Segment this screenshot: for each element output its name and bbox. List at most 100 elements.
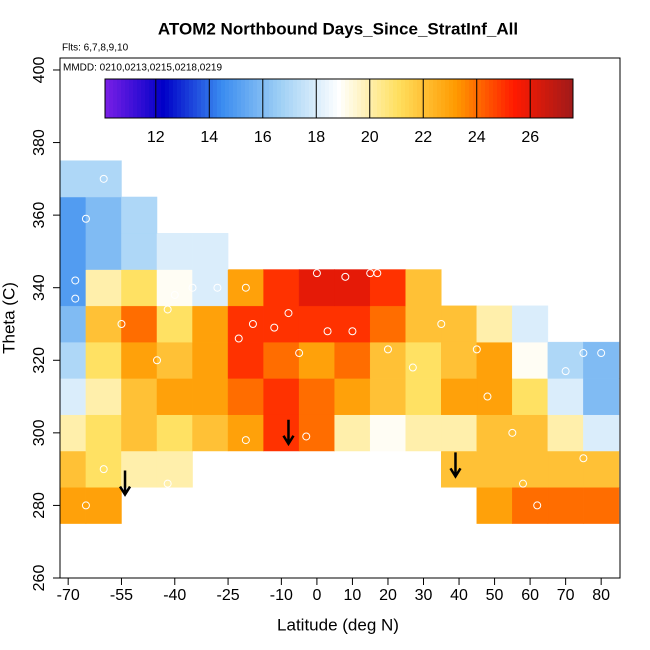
heat-cell [334,269,371,307]
colorbar-swatch [189,79,194,118]
heat-cell [192,305,229,343]
heat-cell [583,414,620,452]
colorbar-swatch [277,79,282,118]
colorbar-swatch [317,79,322,118]
colorbar-swatch [245,79,250,118]
colorbar-swatch [345,79,350,118]
heat-cell [121,450,158,488]
x-tick-label: 10 [344,587,362,604]
colorbar-swatch [109,79,114,118]
colorbar-swatch [217,79,222,118]
colorbar-swatch [229,79,234,118]
heat-cell [334,305,371,343]
colorbar-swatch [377,79,382,118]
colorbar-swatch [309,79,314,118]
obs-point [323,327,332,336]
colorbar-swatch [349,79,354,118]
colorbar-swatch [485,79,490,118]
heat-cell [59,450,87,488]
obs-point [128,174,137,183]
colorbar-swatch [513,79,518,118]
heat-cell [369,305,406,343]
colorbar-swatch [361,79,366,118]
obs-point [234,334,243,343]
heat-cell [263,378,300,415]
colorbar-swatch [433,79,438,118]
colorbar-swatch [337,79,342,118]
heat-cell [85,414,122,452]
colorbar-swatch [453,79,458,118]
x-tick-label: 20 [379,587,397,604]
colorbar-swatch [145,79,150,118]
heat-cell [512,414,549,452]
heat-cell [156,450,193,488]
heat-cell [263,341,300,379]
heat-cell [583,450,620,488]
colorbar-swatch [481,79,486,118]
obs-point [518,479,527,488]
colorbar-swatch [301,79,306,118]
heat-cell [441,414,478,452]
obs-point [437,319,446,328]
heat-cell [192,378,229,415]
heat-cell [85,269,122,307]
colorbar-swatch [225,79,230,118]
colorbar-tick-label: 16 [254,129,272,146]
annotation: MMDD: 0210,0213,0215,0218,0219 [63,63,222,74]
heat-cell [59,196,87,234]
colorbar-swatch [517,79,522,118]
obs-point [270,323,279,332]
colorbar-swatch [365,79,370,118]
heat-cell [59,233,87,270]
obs-point [241,283,250,292]
colorbar-swatch [557,79,562,118]
y-tick-label: 380 [31,129,48,156]
colorbar-swatch [125,79,130,118]
heat-cell [369,269,406,307]
colorbar-swatch [493,79,498,118]
x-tick-label: -10 [270,587,293,604]
plot-frame [59,57,621,579]
colorbar-swatch [385,79,390,118]
x-tick-label: 30 [415,587,433,604]
heat-cell [227,341,264,379]
obs-point [341,272,350,281]
y-tick-label: 260 [31,565,48,592]
colorbar-swatch [529,79,534,118]
heat-cell [192,233,229,270]
obs-point [284,309,293,318]
colorbar-swatch [177,79,182,118]
colorbar-swatch [469,79,474,118]
heat-cell [121,196,158,234]
colorbar-swatch [537,79,542,118]
x-tick-label: 80 [592,587,610,604]
obs-point [579,349,588,358]
colorbar-swatch [521,79,526,118]
colorbar-swatch [285,79,290,118]
colorbar-swatch [473,79,478,118]
colorbar-swatch [257,79,262,118]
heat-cell [476,450,513,488]
colorbar-swatch [273,79,278,118]
heat-cell [405,378,442,415]
colorbar-swatch [313,79,318,118]
heat-cell [547,450,584,488]
heat-cell [121,414,158,452]
colorbar-swatch [281,79,286,118]
heat-cell [298,341,335,379]
colorbar-swatch [405,79,410,118]
heat-cell [476,487,513,524]
colorbar-swatch [409,79,414,118]
colorbar-swatch [389,79,394,118]
x-tick-label: -40 [163,587,186,604]
colorbar-swatch [569,79,574,118]
colorbar-swatch [205,79,210,118]
heat-cell [369,378,406,415]
heat-cell [85,305,122,343]
colorbar-swatch [501,79,506,118]
heat-cell [512,378,549,415]
colorbar-tick-label: 22 [414,129,432,146]
obs-point [561,367,570,376]
obs-point [472,345,481,354]
obs-point [579,454,588,463]
